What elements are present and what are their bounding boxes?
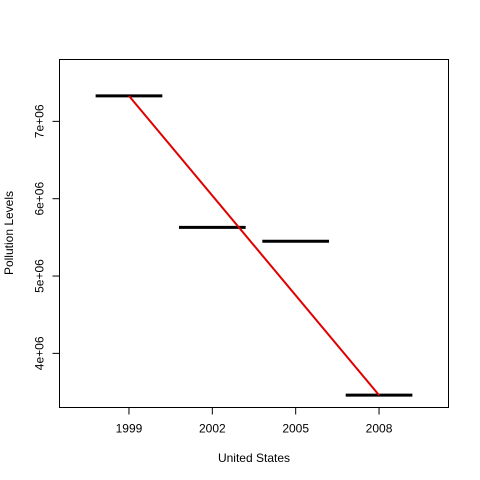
x-tick-label: 2005 <box>282 422 309 436</box>
y-tick-label: 5e+06 <box>33 259 47 293</box>
x-tick-label: 2008 <box>366 422 393 436</box>
x-tick-label: 1999 <box>116 422 143 436</box>
x-tick-label: 2002 <box>199 422 226 436</box>
trend-line <box>128 95 380 396</box>
y-tick-label: 4e+06 <box>33 336 47 370</box>
y-axis-label: Pollution Levels <box>2 191 16 275</box>
y-tick-label: 7e+06 <box>33 104 47 138</box>
y-tick-label: 6e+06 <box>33 182 47 216</box>
x-axis-label: United States <box>218 451 290 465</box>
plot-frame <box>59 59 449 408</box>
